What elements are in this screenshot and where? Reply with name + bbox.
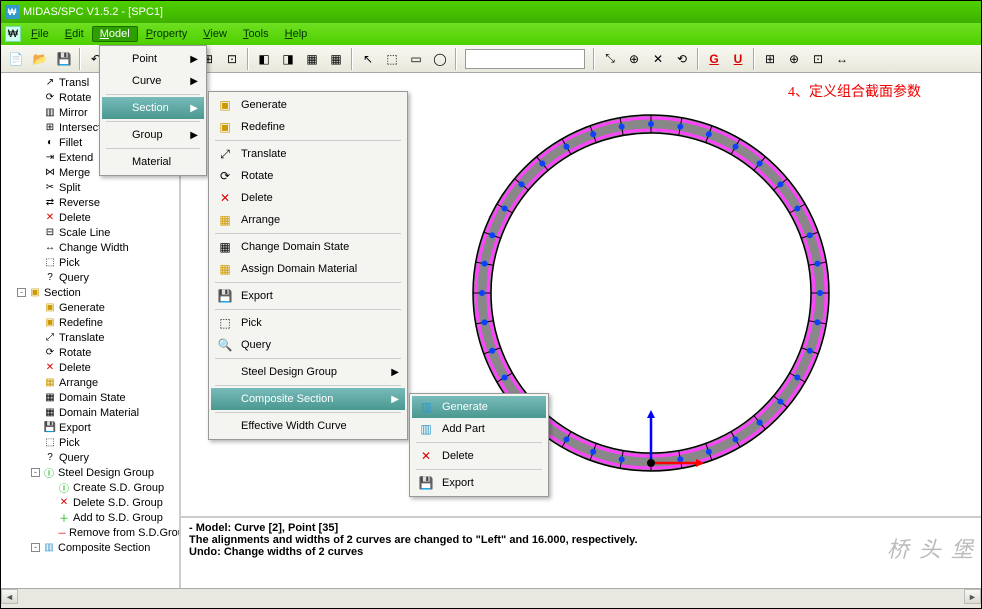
app-icon: ₩ xyxy=(5,5,19,19)
tree-item[interactable]: ↔Change Width xyxy=(3,240,177,255)
sm-query[interactable]: 🔍Query xyxy=(211,334,405,356)
sm-steel[interactable]: Steel Design Group▶ xyxy=(211,361,405,383)
tree-item[interactable]: ⬚Pick xyxy=(3,435,177,450)
sm-assign-domain[interactable]: ▦Assign Domain Material xyxy=(211,258,405,280)
tree-item[interactable]: ▦Arrange xyxy=(3,375,177,390)
toolbar-button[interactable]: ⊡ xyxy=(807,48,829,70)
sm-translate[interactable]: ⤢Translate xyxy=(211,143,405,165)
tree-item[interactable]: -▣Section xyxy=(3,285,177,300)
tree-item[interactable]: ✕Delete S.D. Group xyxy=(3,495,177,510)
sm-rotate[interactable]: ⟳Rotate xyxy=(211,165,405,187)
sm-effwidth[interactable]: Effective Width Curve xyxy=(211,415,405,437)
tree-item[interactable]: 💾Export xyxy=(3,420,177,435)
scroll-left-icon[interactable]: ◄ xyxy=(1,589,18,604)
menu-property[interactable]: Property xyxy=(138,26,196,42)
tree-item[interactable]: ✕Delete xyxy=(3,210,177,225)
tree-item[interactable]: ?Query xyxy=(3,270,177,285)
sm-export[interactable]: 💾Export xyxy=(211,285,405,307)
toolbar-button[interactable]: ⟲ xyxy=(671,48,693,70)
tree-item[interactable]: ⊟Scale Line xyxy=(3,225,177,240)
sm-change-domain[interactable]: ▦Change Domain State xyxy=(211,236,405,258)
menu-group[interactable]: Group▶ xyxy=(102,124,204,146)
tree-item[interactable]: ?Query xyxy=(3,450,177,465)
tree-item[interactable]: －Remove from S.D.Group xyxy=(3,525,177,540)
sm3-delete[interactable]: ✕Delete xyxy=(412,445,546,467)
tree-item[interactable]: ⬚Pick xyxy=(3,255,177,270)
tree-item[interactable]: ⟳Rotate xyxy=(3,345,177,360)
tree-item[interactable]: -▥Composite Section xyxy=(3,540,177,555)
toolbar-button[interactable]: ⊡ xyxy=(221,48,243,70)
toolbar-button[interactable]: ◯ xyxy=(429,48,451,70)
toolbar-button[interactable]: ⊞ xyxy=(759,48,781,70)
menu-curve[interactable]: Curve▶ xyxy=(102,70,204,92)
console-line: - Model: Curve [2], Point [35] xyxy=(189,522,973,534)
menu-help[interactable]: Help xyxy=(277,26,316,42)
toolbar-button[interactable]: ◨ xyxy=(277,48,299,70)
status-bar: ◄ ► xyxy=(1,588,981,608)
toolbar-button[interactable]: G xyxy=(703,48,725,70)
menu-model[interactable]: Model xyxy=(92,26,138,42)
toolbar-dropdown[interactable] xyxy=(465,49,585,69)
toolbar-button[interactable]: ⬚ xyxy=(381,48,403,70)
sm-pick[interactable]: ⬚Pick xyxy=(211,312,405,334)
toolbar-button[interactable]: ⤡ xyxy=(599,48,621,70)
sm-generate[interactable]: ▣Generate xyxy=(211,94,405,116)
toolbar-button[interactable]: 📂 xyxy=(29,48,51,70)
tree-item[interactable]: -ⒾSteel Design Group xyxy=(3,465,177,480)
sm-composite[interactable]: Composite Section▶ xyxy=(211,388,405,410)
menu-file[interactable]: File xyxy=(23,26,57,42)
menu-point[interactable]: Point▶ xyxy=(102,48,204,70)
toolbar-button[interactable]: ↔ xyxy=(831,48,853,70)
menu-edit[interactable]: Edit xyxy=(57,26,92,42)
sm3-generate[interactable]: ▥Generate xyxy=(412,396,546,418)
tree-item[interactable]: ▦Domain Material xyxy=(3,405,177,420)
scroll-right-icon[interactable]: ► xyxy=(964,589,981,604)
tree-item[interactable]: ✕Delete xyxy=(3,360,177,375)
menu-bar: ₩ File Edit Model Property View Tools He… xyxy=(1,23,981,45)
toolbar-button[interactable]: ▦ xyxy=(301,48,323,70)
tree-item[interactable]: ▣Redefine xyxy=(3,315,177,330)
toolbar-button[interactable]: ▦ xyxy=(325,48,347,70)
toolbar-button[interactable]: 📄 xyxy=(5,48,27,70)
console-line: Undo: Change widths of 2 curves xyxy=(189,546,973,558)
sm3-addpart[interactable]: ▥Add Part xyxy=(412,418,546,440)
menu-tools[interactable]: Tools xyxy=(235,26,277,42)
mdi-close-icon[interactable]: ₩ xyxy=(5,26,21,42)
toolbar-button[interactable]: ⊕ xyxy=(783,48,805,70)
toolbar-button[interactable]: ✕ xyxy=(647,48,669,70)
toolbar-button[interactable]: ◧ xyxy=(253,48,275,70)
menu-section[interactable]: Section▶ xyxy=(102,97,204,119)
menu-material[interactable]: Material xyxy=(102,151,204,173)
toolbar-button[interactable]: ▭ xyxy=(405,48,427,70)
composite-submenu: ▥Generate ▥Add Part ✕Delete 💾Export xyxy=(409,393,549,497)
sm-delete[interactable]: ✕Delete xyxy=(211,187,405,209)
menu-view[interactable]: View xyxy=(195,26,235,42)
tree-item[interactable]: ＋Add to S.D. Group xyxy=(3,510,177,525)
console: - Model: Curve [2], Point [35] The align… xyxy=(181,516,981,588)
tree-item[interactable]: ▦Domain State xyxy=(3,390,177,405)
console-line: The alignments and widths of 2 curves ar… xyxy=(189,534,973,546)
tree-item[interactable]: ✂Split xyxy=(3,180,177,195)
toolbar-button[interactable]: 💾 xyxy=(53,48,75,70)
tree-item[interactable]: ▣Generate xyxy=(3,300,177,315)
model-submenu: Point▶ Curve▶ Section▶ Group▶ Material xyxy=(99,45,207,176)
window-title: MIDAS/SPC V1.5.2 - [SPC1] xyxy=(23,6,163,18)
title-bar: ₩ MIDAS/SPC V1.5.2 - [SPC1] xyxy=(1,1,981,23)
sm-redefine[interactable]: ▣Redefine xyxy=(211,116,405,138)
sm3-export[interactable]: 💾Export xyxy=(412,472,546,494)
tree-item[interactable]: ⒾCreate S.D. Group xyxy=(3,480,177,495)
toolbar-button[interactable]: U xyxy=(727,48,749,70)
toolbar-button[interactable]: ⊕ xyxy=(623,48,645,70)
section-submenu: ▣Generate ▣Redefine ⤢Translate ⟳Rotate ✕… xyxy=(208,91,408,440)
tree-item[interactable]: ⤢Translate xyxy=(3,330,177,345)
toolbar-button[interactable]: ↖ xyxy=(357,48,379,70)
tree-item[interactable]: ⇄Reverse xyxy=(3,195,177,210)
sm-arrange[interactable]: ▦Arrange xyxy=(211,209,405,231)
